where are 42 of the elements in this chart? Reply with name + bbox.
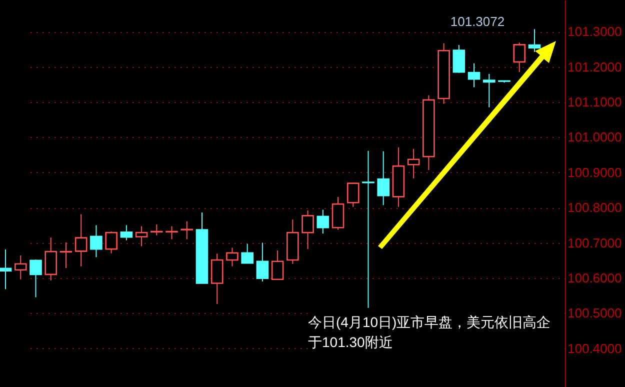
y-tick-label: 101.2000 (568, 59, 622, 74)
candlestick (452, 44, 466, 74)
y-tick-label: 100.7000 (568, 235, 622, 250)
candlestick (513, 42, 526, 73)
candlestick (241, 243, 254, 264)
candlestick (482, 73, 496, 108)
y-tick-label: 101.0000 (568, 130, 622, 145)
candlestick (105, 230, 118, 254)
candlestick (271, 250, 284, 281)
candlestick (210, 253, 224, 304)
candlestick (256, 242, 269, 282)
candlestick (316, 209, 330, 234)
candlestick (377, 150, 390, 206)
candlestick (180, 220, 194, 240)
candlestick (346, 182, 360, 208)
candlestick (120, 224, 133, 241)
candlestick (468, 62, 480, 88)
candlestick (166, 226, 178, 240)
candlestick (90, 224, 102, 258)
annotation: 101.3072 (450, 14, 505, 30)
candlestick (528, 28, 541, 53)
y-tick-label: 101.3000 (568, 24, 622, 40)
candlestick (332, 196, 344, 230)
annotation: 今日(4月10日)亚市早盘，美元依旧高企于101.30附近 (308, 312, 562, 352)
candlestick (0, 248, 12, 290)
y-tick-label: 100.9000 (568, 164, 622, 180)
candlestick (44, 236, 58, 281)
candlestick (407, 148, 420, 179)
candlestick (30, 259, 42, 298)
y-tick-label: 100.4000 (568, 340, 622, 356)
candlestick (362, 150, 374, 308)
candlestick (14, 254, 27, 280)
y-tick-label: 100.5000 (568, 306, 622, 321)
y-tick-label: 101.1000 (568, 94, 622, 110)
candlestick (135, 226, 148, 247)
candlestick (226, 247, 238, 267)
candlestick (150, 224, 163, 236)
y-tick-label: 100.8000 (568, 200, 622, 216)
candlestick (302, 210, 314, 250)
candlestick (74, 214, 88, 267)
y-tick-label: 100.6000 (568, 270, 622, 286)
candlestick (60, 242, 72, 269)
